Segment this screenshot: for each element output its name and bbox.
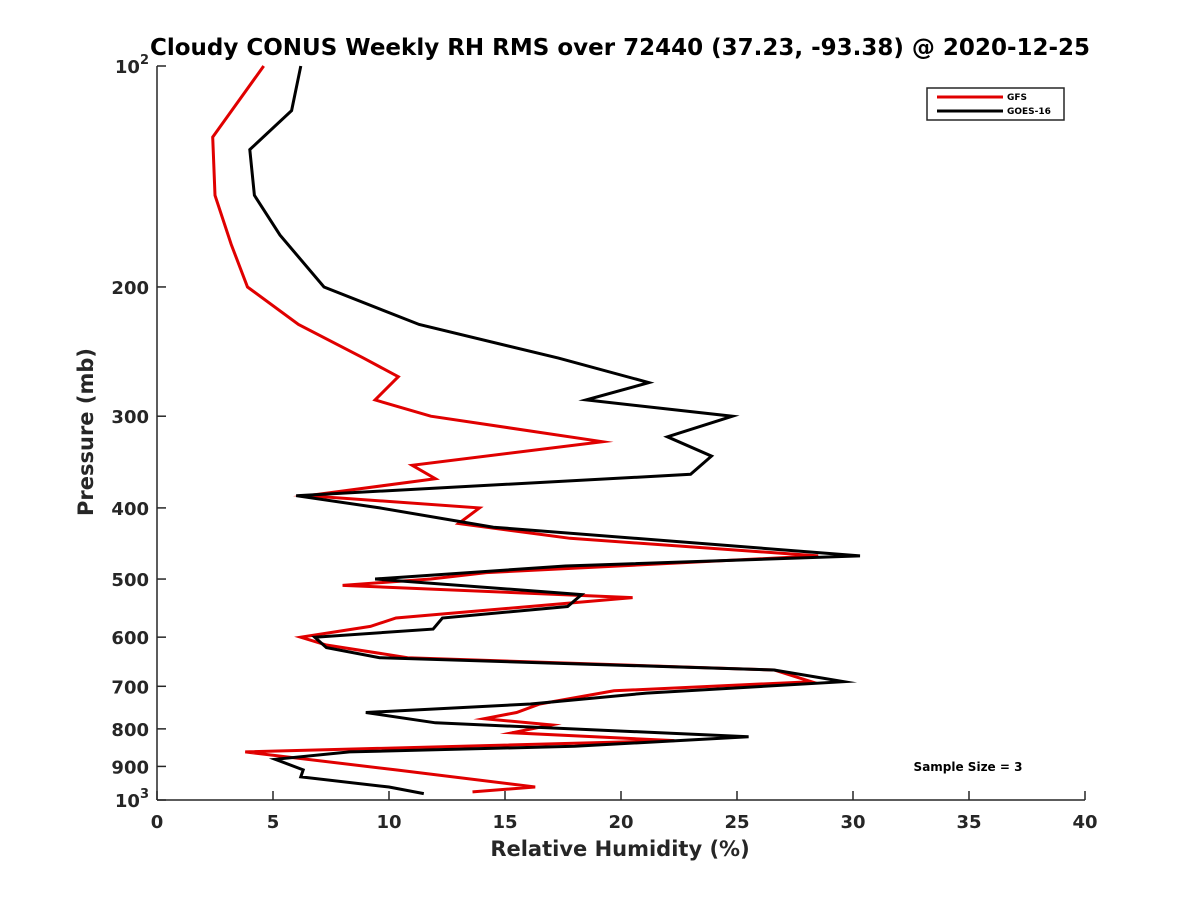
x-tick-label: 35	[956, 812, 981, 833]
axes: 0 5 10 15 20 25 30 35 40102200300400500600700800…	[111, 53, 1097, 833]
y-tick-label: 103	[115, 787, 149, 812]
legend-box	[926, 87, 1065, 121]
legend: GFS GOES-16	[926, 87, 1065, 121]
y-tick-label: 600	[111, 628, 149, 649]
y-tick-base: 10	[115, 791, 140, 812]
y-tick-label: 800	[111, 720, 149, 741]
y-tick-label: 400	[111, 499, 149, 520]
y-tick-base: 10	[115, 57, 140, 78]
chart-title: Cloudy CONUS Weekly RH RMS over 72440 (3…	[150, 35, 1090, 61]
x-tick-label: 0	[151, 812, 164, 833]
x-tick-label: 40	[1072, 812, 1097, 833]
y-tick-exponent: 2	[140, 53, 149, 68]
x-axis-label: Relative Humidity (%)	[490, 837, 749, 861]
y-tick-label: 102	[115, 53, 149, 78]
y-tick-label: 200	[111, 278, 149, 299]
x-tick-label: 15	[492, 812, 517, 833]
x-tick-label: 25	[724, 812, 749, 833]
series-line-gfs	[211, 65, 820, 794]
sample-size-annotation: Sample Size = 3	[914, 760, 1023, 774]
legend-label: GFS	[1007, 93, 1027, 103]
legend-label: GOES-16	[1007, 107, 1051, 117]
y-tick-label: 300	[111, 407, 149, 428]
y-tick-label: 900	[111, 757, 149, 778]
series-line-goes-16	[248, 65, 861, 796]
x-tick-label: 30	[840, 812, 865, 833]
y-tick-label: 700	[111, 677, 149, 698]
plot-area	[211, 65, 861, 796]
x-tick-label: 20	[608, 812, 633, 833]
y-tick-label: 500	[111, 570, 149, 591]
y-tick-exponent: 3	[140, 787, 149, 802]
x-tick-label: 10	[376, 812, 401, 833]
x-tick-label: 5	[267, 812, 280, 833]
y-axis-label: Pressure (mb)	[74, 348, 98, 516]
